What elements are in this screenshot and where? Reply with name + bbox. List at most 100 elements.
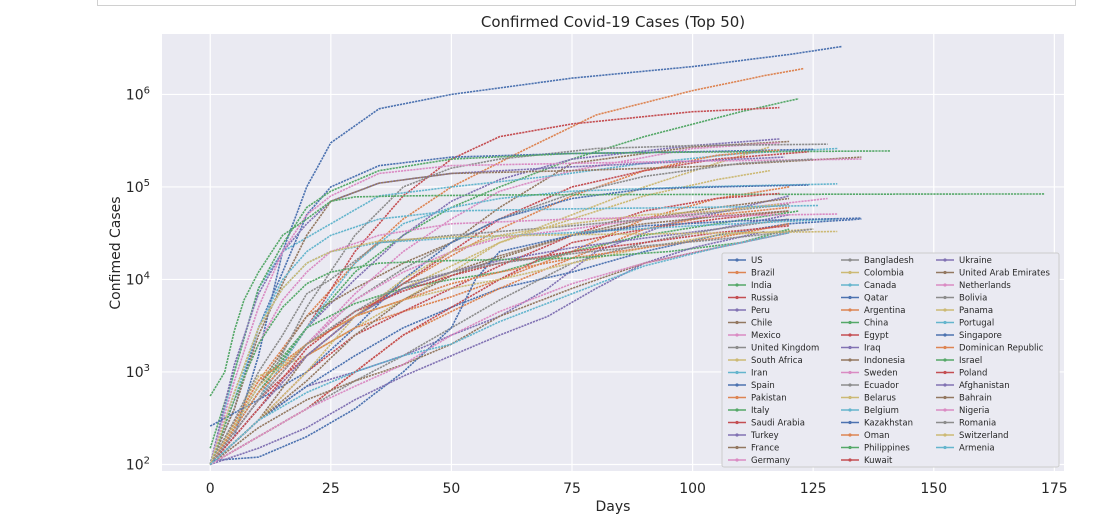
x-tick-label: 50 (442, 481, 460, 497)
legend-label: Iran (751, 369, 768, 379)
legend-label: US (751, 256, 763, 266)
legend-label: Panama (959, 306, 993, 316)
series-line (209, 158, 862, 465)
legend-label: Kazakhstan (864, 419, 913, 429)
legend-label: Canada (864, 281, 896, 291)
legend-marker (735, 345, 739, 350)
legend: US Brazil India Russia Peru Chile Mexico United… (721, 252, 1060, 468)
y-axis-label: Confimed Cases (108, 196, 124, 309)
series-line (209, 197, 790, 466)
legend-label: Mexico (751, 331, 781, 341)
x-axis-label: Days (596, 499, 631, 515)
y-tick-labels: 102 103 104 105 106 (126, 85, 150, 473)
legend-label: Iraq (864, 344, 881, 354)
chart-title: Confirmed Covid-19 Cases (Top 50) (481, 13, 745, 31)
legend-label: China (864, 319, 888, 329)
legend-label: Belarus (864, 394, 897, 404)
legend-marker (848, 408, 852, 412)
series-line (209, 143, 828, 465)
legend-marker (735, 420, 739, 425)
legend-label: Singapore (959, 331, 1002, 341)
legend-marker (735, 395, 739, 400)
legend-marker (943, 395, 947, 400)
legend-label: India (751, 281, 772, 291)
legend-label: Ukraine (959, 256, 992, 266)
legend-label: Portugal (959, 319, 994, 329)
legend-label: Dominican Republic (959, 344, 1044, 354)
legend-marker (943, 383, 947, 387)
legend-marker (943, 320, 947, 325)
x-tick-label: 175 (1041, 481, 1068, 497)
legend-label: Poland (959, 369, 987, 379)
series-line (209, 140, 790, 465)
series-line (209, 146, 771, 465)
legend-marker (735, 370, 739, 375)
legend-marker (943, 308, 947, 312)
series-line (209, 223, 790, 465)
legend-marker (943, 358, 947, 362)
series-lines (209, 45, 1045, 466)
legend-label: Netherlands (959, 281, 1011, 291)
legend-label: Egypt (864, 331, 889, 341)
legend-label: Sweden (864, 369, 898, 379)
y-tick-label: 103 (126, 363, 150, 381)
legend-box (721, 252, 1060, 468)
legend-marker (848, 383, 852, 387)
legend-marker (848, 345, 852, 350)
y-tick-label: 106 (126, 85, 150, 103)
legend-label: Turkey (750, 431, 779, 441)
legend-marker (735, 445, 739, 450)
legend-marker (848, 458, 852, 462)
legend-marker (943, 333, 947, 337)
legend-marker (943, 433, 947, 437)
legend-marker (848, 358, 852, 362)
legend-marker (943, 258, 947, 262)
legend-label: Philippines (864, 444, 910, 454)
legend-marker (848, 258, 852, 262)
notebook-cell-border (97, 0, 1076, 6)
series-line (209, 203, 790, 465)
legend-label: Qatar (864, 294, 888, 304)
legend-label: Armenia (959, 444, 995, 454)
x-tick-label: 150 (920, 481, 947, 497)
series-line (209, 214, 790, 466)
legend-marker (735, 320, 739, 325)
series-line (209, 150, 891, 449)
legend-marker (943, 420, 947, 425)
series-line (209, 45, 843, 466)
legend-marker (943, 283, 947, 287)
legend-marker (848, 283, 852, 287)
legend-marker (848, 308, 852, 312)
legend-label: Afghanistan (959, 381, 1010, 391)
series-line (209, 203, 780, 466)
legend-marker (848, 445, 852, 450)
legend-marker (735, 333, 739, 337)
legend-marker (735, 383, 739, 387)
legend-label: Spain (751, 381, 775, 391)
x-tick-labels: 0 25 50 75 100 125 150 175 (206, 481, 1068, 497)
legend-label: South Africa (751, 356, 803, 366)
x-tick-label: 125 (800, 481, 827, 497)
legend-label: France (751, 444, 779, 454)
legend-marker (848, 370, 852, 375)
legend-marker (943, 295, 947, 300)
y-tick-label: 102 (126, 455, 150, 473)
legend-label: Bangladesh (864, 256, 914, 266)
legend-label: Oman (864, 431, 890, 441)
legend-marker (848, 295, 852, 300)
y-tick-label: 105 (126, 178, 150, 196)
series-line (209, 206, 790, 466)
series-line (209, 231, 790, 466)
legend-marker (735, 283, 739, 287)
legend-marker (735, 358, 739, 362)
series-line (209, 210, 799, 465)
series-line (209, 147, 838, 465)
series-line (209, 228, 814, 465)
legend-marker (735, 258, 739, 262)
legend-marker (943, 408, 947, 412)
legend-label: Italy (751, 406, 769, 416)
legend-label: Chile (751, 319, 772, 329)
y-tick-label: 104 (126, 270, 150, 288)
legend-label: Bolivia (959, 294, 987, 304)
